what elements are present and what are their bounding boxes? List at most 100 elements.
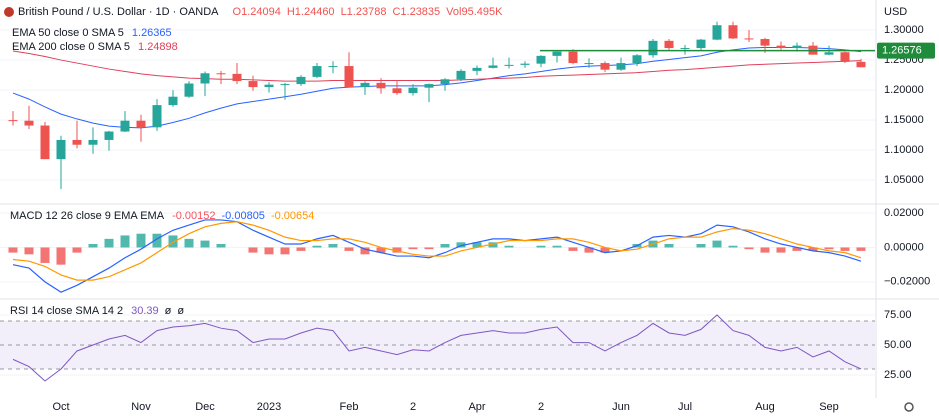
ohlc-value: O1.24094 bbox=[233, 6, 281, 18]
candle-body bbox=[248, 81, 258, 88]
candle-body bbox=[584, 63, 594, 65]
histogram-bar bbox=[248, 247, 258, 253]
histogram-bar bbox=[600, 247, 610, 253]
histogram-bar bbox=[440, 244, 450, 248]
histogram-bar bbox=[360, 247, 370, 255]
candle-body bbox=[568, 51, 578, 64]
histogram-bar bbox=[152, 233, 162, 248]
candle-body bbox=[552, 51, 562, 56]
candle-body bbox=[280, 84, 290, 86]
histogram-bar bbox=[24, 247, 34, 255]
candle-body bbox=[104, 131, 114, 140]
candle-body bbox=[88, 139, 98, 145]
candle-body bbox=[328, 66, 338, 68]
x-tick-label: Jun bbox=[612, 401, 630, 413]
histogram-bar bbox=[504, 245, 514, 248]
candle-body bbox=[136, 120, 146, 128]
histogram-bar bbox=[488, 242, 498, 248]
histogram-bar bbox=[200, 240, 210, 248]
legend-value: -0.00152 bbox=[172, 210, 215, 222]
y-tick-label: 75.00 bbox=[884, 309, 912, 321]
x-tick-label: 2 bbox=[410, 401, 416, 413]
y-tick-label: 0.00000 bbox=[884, 241, 924, 253]
x-tick-label: Aug bbox=[755, 401, 775, 413]
candle-body bbox=[376, 82, 386, 89]
histogram-bar bbox=[88, 244, 98, 248]
candle-body bbox=[264, 84, 274, 88]
candle-body bbox=[696, 39, 706, 49]
candle-body bbox=[472, 67, 482, 71]
histogram-bar bbox=[408, 247, 418, 250]
y-tick-label: 1.05000 bbox=[884, 174, 924, 186]
histogram-bar bbox=[456, 242, 466, 248]
candle-body bbox=[8, 120, 18, 122]
indicator-line bbox=[12, 221, 862, 281]
histogram-bar bbox=[40, 247, 50, 263]
histogram-bar bbox=[376, 247, 386, 253]
ohlc-value: L1.23788 bbox=[341, 6, 387, 18]
histogram-bar bbox=[536, 245, 546, 248]
histogram-bar bbox=[824, 247, 834, 250]
y-tick-label: −0.02000 bbox=[884, 276, 930, 288]
candle-body bbox=[712, 25, 722, 40]
candle-body bbox=[232, 73, 242, 82]
price-label-box bbox=[877, 42, 935, 59]
legend-value: 30.39 bbox=[131, 305, 159, 317]
candle-body bbox=[632, 55, 642, 64]
x-tick-label: Nov bbox=[131, 401, 151, 413]
x-tick-label: Sep bbox=[819, 401, 839, 413]
candle-body bbox=[408, 87, 418, 94]
histogram-bar bbox=[696, 244, 706, 248]
histogram-bar bbox=[216, 244, 226, 248]
y-tick-label: 50.00 bbox=[884, 339, 912, 351]
histogram-bar bbox=[296, 247, 306, 251]
candle-body bbox=[360, 82, 370, 88]
legend-value: 1.24898 bbox=[138, 41, 178, 53]
legend-value: -0.00654 bbox=[271, 210, 314, 222]
price-label: 1.26576 bbox=[882, 45, 922, 57]
candle-body bbox=[56, 139, 66, 160]
histogram-bar bbox=[856, 247, 866, 251]
histogram-bar bbox=[264, 247, 274, 255]
candle-body bbox=[184, 83, 194, 97]
histogram-bar bbox=[344, 247, 354, 251]
legend-label: EMA 50 close 0 SMA 5 bbox=[12, 27, 124, 39]
candle-body bbox=[216, 73, 226, 75]
histogram-bar bbox=[104, 238, 114, 248]
histogram-bar bbox=[552, 245, 562, 248]
histogram-bar bbox=[328, 244, 338, 248]
candle-body bbox=[616, 63, 626, 70]
candle-body bbox=[344, 66, 354, 88]
candle-body bbox=[168, 96, 178, 106]
legend-label: EMA 200 close 0 SMA 5 bbox=[12, 41, 130, 53]
candle-body bbox=[440, 79, 450, 85]
x-tick-label: Dec bbox=[195, 401, 215, 413]
candle-body bbox=[776, 45, 786, 49]
x-tick-label: 2 bbox=[538, 401, 544, 413]
settings-icon[interactable] bbox=[904, 402, 914, 412]
candle-body bbox=[40, 125, 50, 160]
histogram-bar bbox=[472, 242, 482, 248]
histogram-bar bbox=[56, 247, 66, 265]
indicator-line bbox=[12, 314, 862, 382]
histogram-bar bbox=[424, 247, 434, 250]
candle-body bbox=[680, 48, 690, 50]
candle-body bbox=[152, 105, 162, 128]
candle-body bbox=[504, 64, 514, 66]
currency: USD bbox=[884, 6, 907, 18]
histogram-bar bbox=[840, 247, 850, 251]
histogram-bar bbox=[776, 247, 786, 253]
candle-body bbox=[312, 66, 322, 77]
y-tick-label: 0.02000 bbox=[884, 207, 924, 219]
candle-body bbox=[792, 45, 802, 49]
candle-body bbox=[760, 39, 770, 46]
x-tick-label: Jul bbox=[678, 401, 692, 413]
histogram-bar bbox=[280, 247, 290, 255]
histogram-bar bbox=[312, 245, 322, 248]
legend-value: 1.26365 bbox=[132, 27, 172, 39]
candle-body bbox=[488, 65, 498, 68]
histogram-bar bbox=[664, 244, 674, 248]
candle-body bbox=[120, 120, 130, 132]
indicator-line bbox=[12, 219, 862, 293]
